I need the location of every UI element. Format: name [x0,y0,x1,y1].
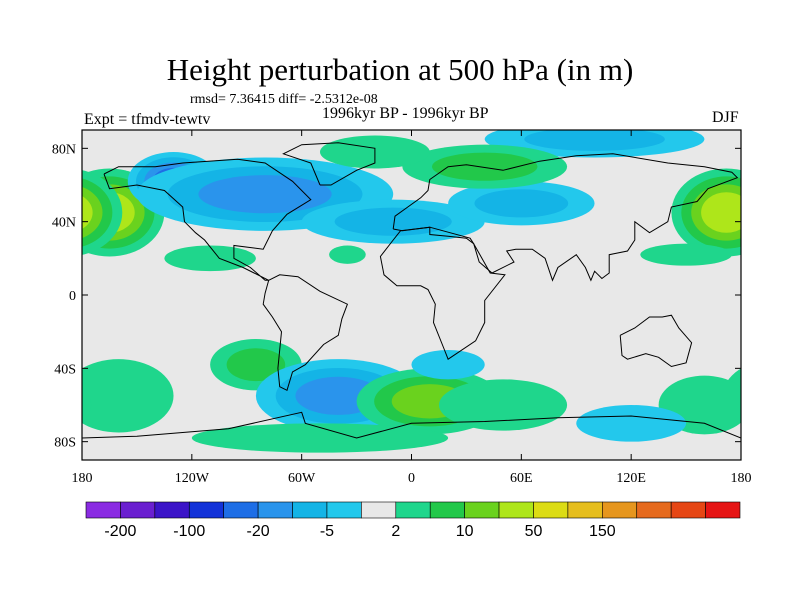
colorbar-swatch [85,501,121,519]
colorbar-swatch [567,501,603,519]
colorbar-swatch [395,501,431,519]
x-tick-label: 60E [510,471,533,486]
anomaly-contour [733,194,741,231]
anomaly-contour [640,243,732,266]
x-tick-label: 120E [616,471,646,486]
anomaly-contour [438,379,568,431]
colorbar-label: 50 [525,523,543,540]
colorbar-swatch [326,501,362,519]
colorbar-label: 150 [589,523,616,540]
anomaly-contour [576,405,687,442]
coastline-4 [379,226,506,360]
colorbar-swatch [120,501,156,519]
x-tick-label: 0 [408,471,415,486]
anomaly-contour [432,152,538,181]
anomaly-7 [402,144,568,189]
colorbar-swatch [464,501,500,519]
anomaly-contour [334,207,452,236]
anomaly-contour [82,359,174,433]
colorbar-swatch [154,501,190,519]
anomaly-10 [329,245,366,264]
anomaly-contour [0,121,45,158]
colorbar-label: -5 [320,523,334,540]
anomaly-contour [226,348,286,382]
anomaly-contour [0,244,73,266]
colorbar-swatch [602,501,638,519]
anomaly-15 [438,379,568,431]
anomaly-1 [82,168,741,257]
coastline-0 [103,158,312,281]
colorbar-label: -20 [247,523,270,540]
y-tick-label: 40N [52,216,76,231]
y-tick-label: 80S [54,436,76,451]
anomaly-contour [0,405,27,442]
anomaly-5 [448,181,595,226]
anomaly-contour [787,152,800,211]
anomaly-contour [198,175,332,214]
coastline-5 [619,314,693,368]
colorbar-swatch [223,501,259,519]
colorbar-label: -100 [173,523,205,540]
colorbar-swatch [429,501,465,519]
coastline-6 [82,411,741,439]
colorbar-swatch [705,501,741,519]
colorbar-swatch [292,501,328,519]
colorbar-swatch [188,501,224,519]
anomaly-16 [411,350,485,380]
anomaly-contour [524,130,665,151]
anomaly-contour [329,245,366,264]
period-label: 1996kyr BP - 1996kyr BP [322,105,489,122]
anomaly-contour [411,350,485,380]
anomaly-contour [164,245,256,272]
y-tick-label: 40S [54,362,76,377]
colorbar-label: -200 [104,523,136,540]
x-tick-label: 60W [288,471,316,486]
season-label: DJF [712,109,739,126]
anomaly-contour [474,189,569,218]
anomaly-field [0,121,800,453]
coastline-1 [262,274,349,392]
x-tick-label: 180 [72,471,93,486]
anomaly-contour [796,158,800,231]
anomaly-contour [701,192,741,233]
colorbar-swatch [533,501,569,519]
axis-ticks: 180 120W 60W 0 60E 120E 180 80N 40N 0 40S 80S [52,130,752,486]
chart-title: Height perturbation at 500 hPa (in m) [166,52,634,87]
colorbar-swatch [636,501,672,519]
colorbar-label: 2 [391,523,400,540]
anomaly-4 [301,199,485,244]
y-tick-label: 0 [69,289,76,304]
x-tick-label: 180 [731,471,752,486]
colorbar-swatch [257,501,293,519]
anomaly-11 [0,243,732,266]
anomaly-contour [0,127,6,150]
colorbar-swatch [498,501,534,519]
anomaly-19 [0,405,687,442]
anomaly-contour [82,196,93,229]
colorbar-label: 10 [456,523,474,540]
anomaly-contour [743,192,794,232]
x-tick-label: 120W [175,471,210,486]
anomaly-contour [82,387,92,423]
colorbar: -200 -100 -20 -5 2 10 50 150 [85,501,741,540]
experiment-label: Expt = tfmdv-tewtv [84,111,211,128]
anomaly-9 [164,245,256,272]
y-tick-label: 80N [52,142,76,157]
coastline-2 [282,142,376,186]
colorbar-swatch [361,501,397,519]
coastlines [82,142,741,439]
colorbar-swatch [670,501,706,519]
rmsd-stats: rmsd= 7.36415 diff= -2.5312e-08 [190,92,378,107]
anomaly-contour [795,157,800,205]
